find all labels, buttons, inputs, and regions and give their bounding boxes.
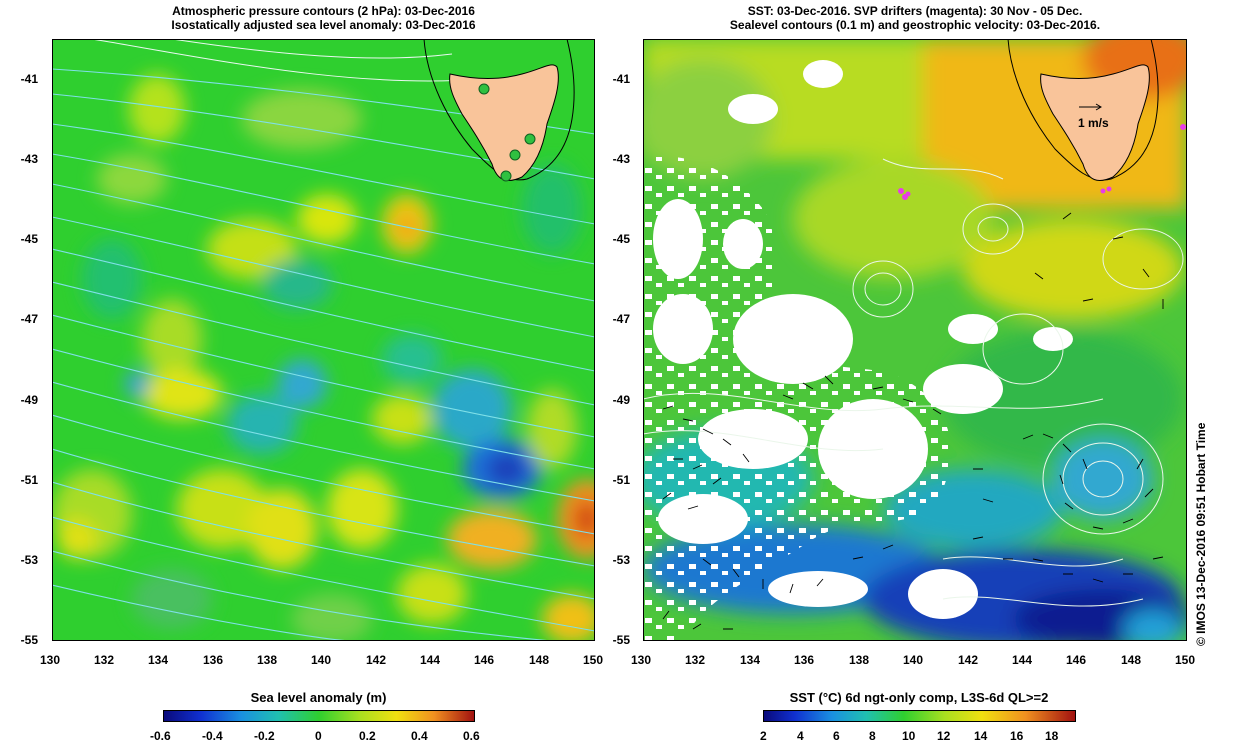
left-map: [52, 39, 595, 641]
right-map: [643, 39, 1187, 641]
left-xtick-2: 134: [148, 653, 169, 667]
left-ytick-2: -45: [20, 232, 38, 246]
left-xtick-3: 136: [203, 653, 224, 667]
right-title-line1: SST: 03-Dec-2016. SVP drifters (magenta)…: [747, 4, 1083, 18]
right-xtick-3: 136: [794, 653, 815, 667]
left-cb-tick-6: 0.6: [463, 729, 480, 743]
slp-contours-white: [91, 39, 483, 82]
slp-contours: [52, 68, 595, 641]
right-ytick-6: -53: [612, 553, 630, 567]
left-xtick-8: 146: [474, 653, 495, 667]
right-cb-tick-5: 12: [937, 729, 951, 743]
left-xtick-1: 132: [94, 653, 115, 667]
left-ytick-0: -41: [20, 72, 38, 86]
right-xtick-4: 138: [849, 653, 870, 667]
left-cb-tick-0: -0.6: [150, 729, 171, 743]
right-cb-tick-8: 18: [1045, 729, 1059, 743]
left-colorbar: [163, 710, 475, 722]
right-cb-tick-0: 2: [760, 729, 767, 743]
right-title: SST: 03-Dec-2016. SVP drifters (magenta)…: [643, 4, 1187, 32]
right-ytick-0: -41: [612, 72, 630, 86]
right-ytick-7: -55: [612, 633, 630, 647]
geostrophic-vectors: [662, 212, 1164, 630]
left-cb-tick-4: 0.2: [359, 729, 376, 743]
left-ytick-1: -43: [20, 152, 38, 166]
right-cb-tick-1: 4: [797, 729, 804, 743]
left-title-line1: Atmospheric pressure contours (2 hPa): 0…: [172, 4, 475, 18]
right-colorbar: [763, 710, 1076, 722]
tasmania-land-right: [1040, 64, 1150, 181]
right-xtick-6: 142: [958, 653, 979, 667]
left-xtick-0: 130: [40, 653, 61, 667]
left-ytick-4: -49: [20, 393, 38, 407]
right-xtick-5: 140: [903, 653, 924, 667]
left-ytick-3: -47: [20, 312, 38, 326]
left-colorbar-title: Sea level anomaly (m): [250, 690, 387, 705]
right-cb-tick-2: 6: [833, 729, 840, 743]
right-ytick-4: -49: [612, 393, 630, 407]
tasmania-isobath: [423, 39, 575, 181]
right-xtick-2: 134: [740, 653, 761, 667]
right-cb-tick-6: 14: [974, 729, 988, 743]
right-ytick-1: -43: [612, 152, 630, 166]
right-xtick-10: 150: [1175, 653, 1196, 667]
left-xtick-5: 140: [311, 653, 332, 667]
right-ytick-5: -51: [612, 473, 630, 487]
left-ytick-6: -53: [20, 553, 38, 567]
left-cb-tick-5: 0.4: [411, 729, 428, 743]
right-xtick-0: 130: [631, 653, 652, 667]
sst-field: [643, 39, 1187, 641]
right-title-line2: Sealevel contours (0.1 m) and geostrophi…: [729, 18, 1101, 32]
right-xtick-9: 148: [1121, 653, 1142, 667]
right-cb-tick-3: 8: [869, 729, 876, 743]
right-ytick-2: -45: [612, 232, 630, 246]
left-cb-tick-3: 0: [315, 729, 322, 743]
velocity-scale: [1079, 103, 1102, 111]
left-cb-tick-2: -0.2: [254, 729, 275, 743]
right-cb-tick-7: 16: [1010, 729, 1024, 743]
right-ytick-3: -47: [612, 312, 630, 326]
left-xtick-6: 142: [366, 653, 387, 667]
right-xtick-8: 146: [1066, 653, 1087, 667]
left-title-line2: Isostatically adjusted sea level anomaly…: [171, 18, 476, 32]
right-cb-tick-4: 10: [902, 729, 916, 743]
left-xtick-9: 148: [529, 653, 550, 667]
right-colorbar-title: SST (°C) 6d ngt-only comp, L3S-6d QL>=2: [789, 690, 1049, 705]
left-ytick-7: -55: [20, 633, 38, 647]
sla-field: [52, 74, 595, 641]
velocity-scale-label: 1 m/s: [1078, 116, 1109, 130]
tasmania-land: [449, 64, 559, 181]
imos-credit-label: © IMOS 13-Dec-2016 09:51 Hobart Time: [1194, 422, 1208, 646]
drifters: [898, 124, 1186, 200]
left-ytick-5: -51: [20, 473, 38, 487]
sealevel-contours: [643, 158, 1184, 607]
tasmania-isobath-right: [1007, 39, 1159, 181]
tide-gauges: [478, 83, 536, 182]
right-xtick-7: 144: [1012, 653, 1033, 667]
left-xtick-4: 138: [257, 653, 278, 667]
cloud-mask: [643, 60, 1073, 641]
left-xtick-10: 150: [583, 653, 604, 667]
left-title: Atmospheric pressure contours (2 hPa): 0…: [52, 4, 595, 32]
left-cb-tick-1: -0.4: [202, 729, 223, 743]
left-xtick-7: 144: [420, 653, 441, 667]
right-xtick-1: 132: [685, 653, 706, 667]
